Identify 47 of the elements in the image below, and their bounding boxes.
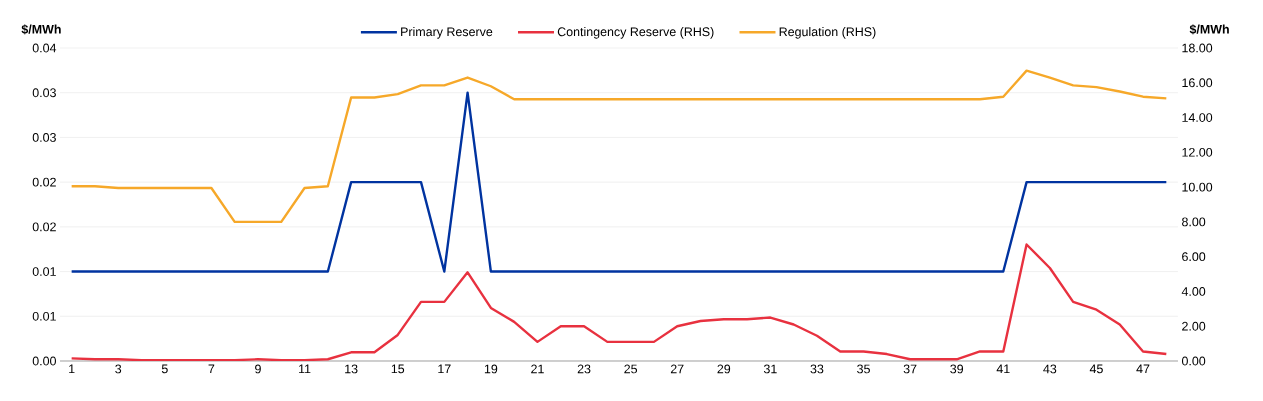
y2-axis-title: $/MWh (1189, 24, 1229, 35)
y2-tick-label: 10.00 (1182, 182, 1213, 192)
x-tick-label: 7 (208, 364, 215, 374)
legend-label: Primary Reserve (401, 27, 493, 39)
x-tick-label: 17 (438, 364, 451, 374)
x-tick-label: 21 (531, 364, 544, 374)
x-tick-label: 41 (996, 364, 1010, 374)
x-tick-label: 15 (391, 364, 405, 374)
y2-tick-label: 2.00 (1182, 321, 1206, 331)
x-tick-label: 33 (810, 364, 824, 374)
legend-label: Contingency Reserve (RHS) (557, 27, 714, 39)
y-tick-label: 0.02 (32, 177, 56, 187)
y-tick-label: 0.00 (32, 356, 56, 366)
y2-tick-label: 12.00 (1182, 147, 1213, 157)
x-tick-label: 35 (857, 364, 870, 374)
y2-tick-label: 18.00 (1182, 43, 1213, 53)
y-tick-label: 0.01 (32, 267, 56, 276)
x-tick-label: 43 (1043, 364, 1057, 374)
y-tick-label: 0.03 (32, 133, 56, 142)
x-tick-label: 1 (69, 364, 75, 374)
x-tick-label: 39 (950, 364, 964, 374)
y-tick-label: 0.02 (32, 222, 56, 232)
x-tick-label: 31 (763, 364, 777, 374)
legend-label: Regulation (RHS) (779, 27, 876, 39)
y-tick-label: 0.04 (32, 43, 57, 53)
y2-tick-label: 6.00 (1182, 252, 1206, 262)
y-axis-title: $/MWh (21, 24, 61, 35)
y2-tick-label: 8.00 (1182, 217, 1206, 227)
x-tick-label: 23 (577, 364, 591, 374)
y2-tick-label: 14.00 (1182, 113, 1213, 122)
x-tick-label: 5 (161, 364, 168, 374)
y-tick-label: 0.01 (32, 311, 56, 321)
x-tick-label: 27 (670, 364, 684, 374)
x-tick-label: 13 (345, 364, 358, 374)
x-tick-label: 45 (1089, 364, 1103, 374)
x-tick-label: 37 (903, 364, 917, 374)
x-tick-label: 47 (1136, 364, 1150, 374)
y-tick-label: 0.03 (32, 88, 56, 98)
y2-tick-label: 0.00 (1181, 356, 1206, 366)
y2-tick-label: 4.00 (1181, 287, 1206, 296)
x-tick-label: 19 (484, 364, 498, 374)
y2-tick-label: 16.00 (1182, 78, 1213, 88)
x-tick-label: 9 (255, 364, 261, 374)
x-tick-label: 3 (115, 364, 122, 374)
x-tick-label: 11 (299, 364, 311, 374)
x-tick-label: 29 (717, 364, 731, 374)
x-tick-label: 25 (624, 364, 638, 374)
